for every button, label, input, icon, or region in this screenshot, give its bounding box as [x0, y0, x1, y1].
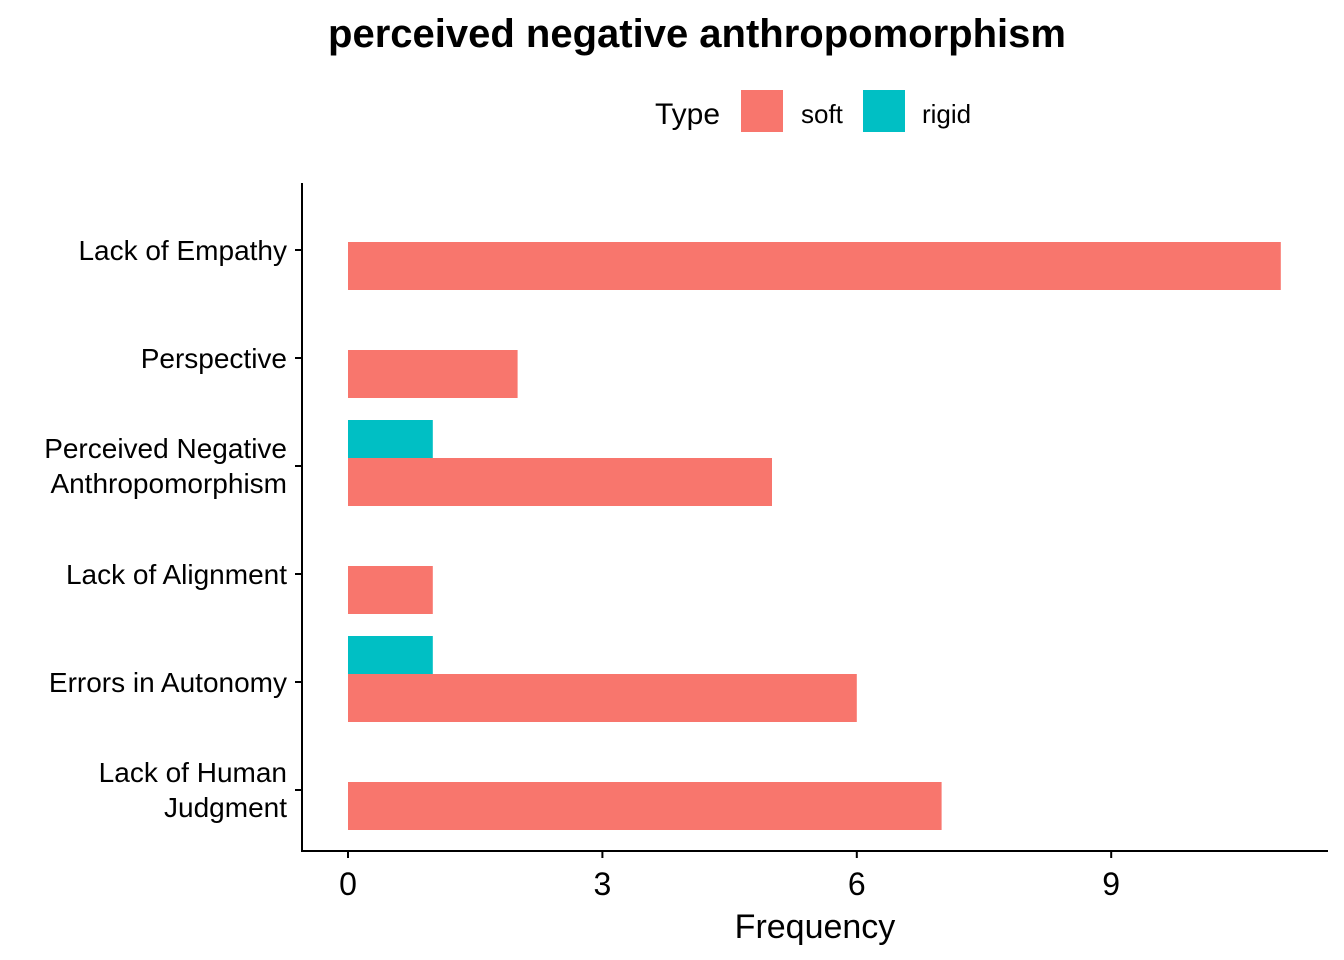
y-tick-label: Perceived Negative Anthropomorphism [44, 433, 287, 499]
legend: Type soft rigid [655, 90, 971, 132]
y-tick-label: Errors in Autonomy [49, 667, 287, 698]
plot-area: Lack of Empathy Perspective Perceived Nega… [44, 183, 1328, 902]
x-tick-label: 9 [1102, 866, 1120, 902]
legend-key-rigid [863, 90, 905, 132]
bar-soft [348, 782, 942, 830]
y-tick-label: Perspective [141, 343, 287, 374]
y-tick-label: Lack of Human Judgment [99, 757, 288, 823]
bar-soft [348, 566, 433, 614]
chart-title: perceived negative anthropomorphism [328, 12, 1066, 56]
x-tick-label: 0 [339, 866, 357, 902]
legend-label-rigid: rigid [922, 99, 971, 129]
legend-key-soft [741, 90, 783, 132]
bar-soft [348, 242, 1281, 290]
y-tick-label: Lack of Empathy [78, 235, 287, 266]
x-tick-label: 6 [848, 866, 866, 902]
bar-soft [348, 674, 857, 722]
bar-soft [348, 350, 518, 398]
legend-title: Type [655, 98, 720, 131]
bar-soft [348, 458, 772, 506]
legend-label-soft: soft [801, 99, 844, 129]
y-tick-label: Lack of Alignment [66, 559, 287, 590]
x-axis-title: Frequency [735, 908, 896, 946]
x-tick-label: 3 [594, 866, 612, 902]
